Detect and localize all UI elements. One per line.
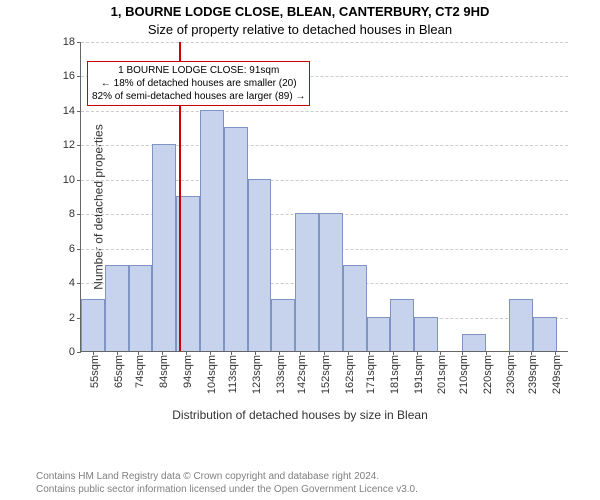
histogram-bar — [367, 317, 391, 351]
histogram-bar — [200, 110, 224, 351]
histogram-bar — [414, 317, 438, 351]
x-tick-label: 249sqm — [551, 351, 563, 394]
x-tick-label: 84sqm — [158, 351, 170, 388]
x-tick-label: 94sqm — [182, 351, 194, 388]
histogram-bar — [533, 317, 557, 351]
x-tick-label: 142sqm — [296, 351, 308, 394]
histogram-bar — [129, 265, 153, 351]
y-tick-label: 2 — [69, 312, 81, 324]
histogram-bar — [390, 299, 414, 351]
x-tick-label: 191sqm — [413, 351, 425, 394]
annotation-line: 1 BOURNE LODGE CLOSE: 91sqm — [92, 64, 305, 77]
y-tick-label: 10 — [63, 174, 81, 186]
x-tick-label: 162sqm — [344, 351, 356, 394]
x-tick-label: 210sqm — [458, 351, 470, 394]
x-tick-label: 152sqm — [320, 351, 332, 394]
x-axis-label: Distribution of detached houses by size … — [0, 408, 600, 422]
x-tick-label: 113sqm — [227, 351, 239, 393]
y-tick-label: 0 — [69, 346, 81, 358]
histogram-bar — [248, 179, 272, 351]
histogram-bar — [295, 213, 319, 351]
chart-container: Number of detached properties 0246810121… — [56, 42, 568, 372]
y-tick-label: 12 — [63, 139, 81, 151]
gridline — [81, 111, 568, 112]
y-tick-label: 14 — [63, 105, 81, 117]
annotation-line: ← 18% of detached houses are smaller (20… — [92, 77, 305, 90]
histogram-bar — [319, 213, 343, 351]
x-tick-label: 74sqm — [134, 351, 146, 388]
gridline — [81, 42, 568, 43]
y-tick-label: 8 — [69, 208, 81, 220]
histogram-bar — [105, 265, 129, 351]
y-tick-label: 16 — [63, 70, 81, 82]
x-tick-label: 239sqm — [527, 351, 539, 394]
x-tick-label: 171sqm — [365, 351, 377, 394]
x-tick-label: 220sqm — [482, 351, 494, 394]
histogram-bar — [509, 299, 533, 351]
x-tick-label: 65sqm — [113, 351, 125, 388]
y-tick-label: 18 — [63, 36, 81, 48]
footer-line1: Contains HM Land Registry data © Crown c… — [36, 470, 418, 483]
histogram-bar — [343, 265, 367, 351]
chart-title-line2: Size of property relative to detached ho… — [0, 22, 600, 37]
x-tick-label: 201sqm — [436, 351, 448, 394]
histogram-bar — [152, 144, 176, 351]
y-tick-label: 6 — [69, 243, 81, 255]
chart-title-line1: 1, BOURNE LODGE CLOSE, BLEAN, CANTERBURY… — [0, 4, 600, 19]
histogram-bar — [81, 299, 105, 351]
annotation-box: 1 BOURNE LODGE CLOSE: 91sqm← 18% of deta… — [87, 61, 310, 106]
annotation-line: 82% of semi-detached houses are larger (… — [92, 90, 305, 103]
histogram-bar — [271, 299, 295, 351]
x-tick-label: 123sqm — [251, 351, 263, 394]
x-tick-label: 230sqm — [505, 351, 517, 394]
x-tick-label: 133sqm — [275, 351, 287, 394]
histogram-bar — [224, 127, 248, 351]
footer-credits: Contains HM Land Registry data © Crown c… — [36, 470, 418, 496]
plot-area: 02468101214161855sqm65sqm74sqm84sqm94sqm… — [80, 42, 568, 352]
histogram-bar — [462, 334, 486, 351]
footer-line2: Contains public sector information licen… — [36, 483, 418, 496]
x-tick-label: 181sqm — [389, 351, 401, 394]
x-tick-label: 55sqm — [89, 351, 101, 388]
y-tick-label: 4 — [69, 277, 81, 289]
x-tick-label: 104sqm — [206, 351, 218, 394]
